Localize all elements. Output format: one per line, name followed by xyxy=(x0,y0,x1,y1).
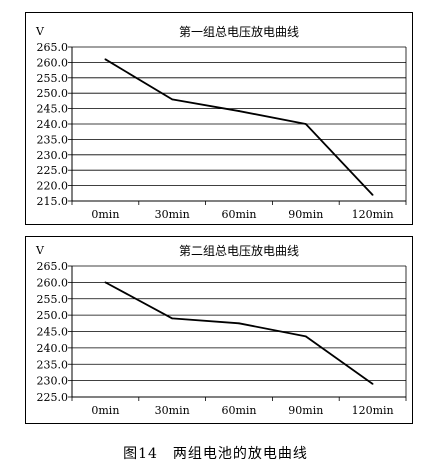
chart-2-x-tick-label: 60min xyxy=(221,404,256,417)
chart-1-x-tick-label: 30min xyxy=(155,208,190,221)
chart-1-y-tick-label: 255.0 xyxy=(37,72,69,85)
chart-2-title: 第二组总电压放电曲线 xyxy=(179,243,299,258)
figure-caption: 图14 两组电池的放电曲线 xyxy=(123,446,308,462)
chart-1-y-tick-label: 235.0 xyxy=(37,133,69,146)
chart-1-y-tick-label: 240.0 xyxy=(37,118,69,131)
chart-2-y-tick-label: 250.0 xyxy=(37,309,69,322)
chart-2-data-point xyxy=(104,281,107,284)
chart-1-series-line xyxy=(104,58,374,196)
chart-1-svg: 265.0 260.0 255.0 250.0 245.0 240.0 235.0 230.0… xyxy=(35,24,407,221)
chart-1-y-unit-label: V xyxy=(35,25,45,38)
chart-2-y-unit-label: V xyxy=(35,244,45,257)
chart-1-x-tick-label: 90min xyxy=(288,208,323,221)
chart-1-data-point xyxy=(171,98,174,101)
chart-2-data-point xyxy=(171,317,174,320)
chart-2-series-line xyxy=(104,281,374,385)
chart-2-data-point xyxy=(238,322,240,325)
chart-1-data-point xyxy=(104,58,107,61)
chart-1-data-point xyxy=(371,193,374,196)
chart-2-x-tick-label: 0min xyxy=(91,404,119,417)
chart-1-data-point xyxy=(304,123,307,125)
chart-1-y-tick-label: 230.0 xyxy=(37,149,69,162)
chart-1-y-tick-label: 265.0 xyxy=(37,41,69,54)
chart-2-y-tick-label: 235.0 xyxy=(37,358,69,371)
chart-1-title: 第一组总电压放电曲线 xyxy=(179,24,299,39)
chart-1-y-tick-label: 225.0 xyxy=(37,164,69,177)
chart-2-data-point xyxy=(371,383,374,385)
chart-2-y-tick-label: 260.0 xyxy=(37,276,69,289)
chart-1-x-tick-label: 0min xyxy=(91,208,119,221)
chart-panel-1: 265.0 260.0 255.0 250.0 245.0 240.0 235.0 230.0… xyxy=(25,12,413,225)
chart-1-y-tick-label: 250.0 xyxy=(37,87,69,100)
chart-2-x-tick-label: 90min xyxy=(288,404,323,417)
chart-2-data-point xyxy=(304,335,307,338)
chart-1-y-tick-label: 245.0 xyxy=(37,103,69,116)
chart-1-x-tick-label: 120min xyxy=(352,208,394,221)
chart-1-x-tick-label: 60min xyxy=(221,208,256,221)
chart-2-y-tick-label: 225.0 xyxy=(37,391,69,404)
chart-2-svg: 265.0 260.0 255.0 250.0 245.0 240.0 235.0 230.0… xyxy=(35,243,407,417)
chart-2-y-tick-label: 245.0 xyxy=(37,326,69,339)
chart-1-y-tick-label: 220.0 xyxy=(37,180,69,193)
chart-2-y-tick-label: 255.0 xyxy=(37,293,69,306)
chart-2-x-tick-label: 120min xyxy=(352,404,394,417)
chart-2-y-tick-label: 240.0 xyxy=(37,342,69,355)
chart-panel-2: 265.0 260.0 255.0 250.0 245.0 240.0 235.0 230.0… xyxy=(25,236,413,424)
chart-2-y-tick-label: 265.0 xyxy=(37,260,69,273)
chart-2-x-tick-label: 30min xyxy=(155,404,190,417)
chart-1-data-point xyxy=(238,110,240,112)
chart-1-y-tick-label: 260.0 xyxy=(37,56,69,69)
chart-1-y-tick-label: 215.0 xyxy=(37,195,69,208)
chart-2-y-tick-label: 230.0 xyxy=(37,375,69,388)
